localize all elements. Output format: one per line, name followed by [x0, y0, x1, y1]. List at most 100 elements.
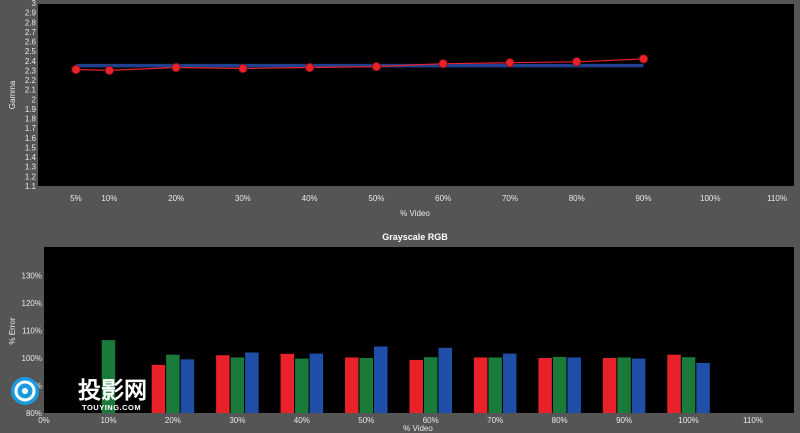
gamma-x-tick-label: 70%: [502, 194, 518, 203]
gamma-point: [104, 65, 114, 76]
gamma-point: [71, 64, 81, 75]
rgb-y-axis-label: % Error: [8, 317, 17, 344]
rgb-bar: [245, 352, 259, 413]
rgb-bar: [423, 357, 438, 413]
gamma-x-tick-label: 80%: [569, 194, 585, 203]
watermark-subtitle: TOUYING.COM: [82, 403, 141, 412]
gamma-y-tick-label: 1.4: [25, 153, 37, 162]
rgb-bars: [101, 340, 710, 413]
gamma-point: [371, 61, 382, 72]
rgb-x-tick-label: 70%: [487, 416, 503, 425]
gamma-point: [638, 54, 649, 64]
gamma-point: [171, 62, 181, 73]
rgb-chart: Grayscale RGB 80% 90% 100% 110% 120% 130% 0% 1…: [8, 232, 794, 433]
rgb-x-tick-label: 80%: [552, 416, 568, 425]
rgb-x-ticks: 0% 10% 20% 30% 40% 50% 60% 70% 80% 90% 100% 110%: [38, 416, 763, 425]
rgb-y-tick-label: 120%: [22, 299, 42, 308]
rgb-bar: [552, 356, 567, 413]
gamma-point: [305, 62, 315, 73]
rgb-x-tick-label: 100%: [678, 416, 698, 425]
rgb-bar: [438, 347, 452, 413]
rgb-bar: [538, 358, 552, 413]
gamma-point: [572, 57, 582, 67]
gamma-y-tick-label: 2.5: [25, 47, 37, 56]
rgb-bar: [681, 357, 696, 413]
rgb-x-tick-label: 20%: [165, 416, 181, 425]
gamma-x-tick-label: 110%: [767, 194, 787, 203]
gamma-y-tick-label: 3: [32, 0, 37, 8]
rgb-x-tick-label: 110%: [743, 416, 763, 425]
gamma-point: [438, 59, 448, 69]
gamma-y-tick-label: 1.6: [25, 134, 37, 143]
rgb-bar: [502, 353, 517, 413]
rgb-bar: [345, 357, 359, 413]
lens-ring-icon: [14, 380, 36, 402]
rgb-bar: [151, 364, 166, 413]
gamma-y-axis-label: Gamma: [8, 80, 17, 109]
rgb-bar: [617, 357, 631, 413]
rgb-bar: [488, 357, 502, 413]
rgb-bar: [101, 340, 116, 413]
rgb-bar: [309, 353, 324, 413]
rgb-y-tick-label: 100%: [22, 354, 42, 363]
watermark-title: 投影网: [78, 378, 147, 404]
rgb-chart-title: Grayscale RGB: [382, 232, 448, 242]
rgb-y-tick-label: 110%: [22, 327, 42, 336]
gamma-x-tick-label: 30%: [235, 194, 251, 203]
gamma-y-tick-label: 2.9: [25, 9, 37, 18]
lens-center-icon: [22, 388, 28, 394]
rgb-bar: [667, 354, 681, 413]
rgb-x-tick-label: 50%: [358, 416, 374, 425]
gamma-series: [71, 54, 649, 76]
gamma-y-tick-label: 2.4: [25, 57, 37, 66]
gamma-y-tick-label: 2.3: [25, 66, 37, 75]
gamma-x-tick-label: 5%: [70, 194, 82, 203]
gamma-measured-line: [75, 58, 644, 72]
gamma-y-tick-label: 1.9: [25, 105, 37, 114]
gamma-y-tick-label: 1.7: [25, 124, 37, 133]
rgb-x-axis-label: % Video: [403, 424, 433, 433]
gamma-point: [238, 63, 248, 74]
rgb-x-tick-label: 10%: [100, 416, 116, 425]
rgb-bar: [280, 353, 295, 413]
rgb-bar: [359, 358, 374, 413]
rgb-x-tick-label: 0%: [38, 416, 50, 425]
gamma-x-tick-label: 50%: [368, 194, 384, 203]
gamma-y-tick-label: 1.3: [25, 163, 37, 172]
gamma-x-tick-label: 10%: [101, 194, 117, 203]
gamma-x-axis-label: % Video: [400, 209, 430, 218]
rgb-bar: [567, 357, 581, 413]
gamma-y-tick-label: 2.6: [25, 38, 37, 47]
gamma-x-ticks: 5% 10% 20% 30% 40% 50% 60% 70% 80% 90% 100% 110%: [70, 194, 787, 203]
gamma-x-tick-label: 90%: [635, 194, 651, 203]
rgb-bar: [295, 358, 309, 413]
rgb-x-tick-label: 60%: [423, 416, 439, 425]
rgb-bar: [216, 355, 230, 413]
gamma-plot-area: [38, 4, 794, 186]
rgb-bar: [473, 357, 488, 413]
rgb-bar: [166, 354, 180, 413]
rgb-bar: [409, 359, 423, 413]
rgb-bar: [180, 359, 195, 413]
gamma-y-tick-label: 2: [32, 95, 37, 104]
gamma-y-tick-label: 1.8: [25, 115, 37, 124]
rgb-x-tick-label: 40%: [294, 416, 310, 425]
gamma-y-ticks: 1.11.21.31.41.51.61.71.81.922.12.22.32.4…: [25, 0, 37, 191]
gamma-y-tick-label: 1.2: [25, 172, 37, 181]
rgb-bar: [602, 358, 617, 413]
rgb-y-tick-label: 130%: [22, 272, 42, 281]
gamma-x-tick-label: 20%: [168, 194, 184, 203]
gamma-x-tick-label: 100%: [700, 194, 720, 203]
gamma-y-tick-label: 1.1: [25, 182, 37, 191]
rgb-bar: [374, 346, 388, 413]
gamma-y-tick-label: 1.5: [25, 143, 37, 152]
gamma-y-tick-label: 2.7: [25, 28, 37, 37]
gamma-y-tick-label: 2.1: [25, 86, 37, 95]
touying-watermark-logo: 投影网 TOUYING.COM: [11, 377, 147, 412]
gamma-y-tick-label: 2.8: [25, 18, 37, 27]
rgb-x-tick-label: 90%: [616, 416, 632, 425]
gamma-point: [505, 58, 515, 68]
gamma-chart: 1.11.21.31.41.51.61.71.81.922.12.22.32.4…: [8, 0, 794, 218]
rgb-bar: [230, 357, 245, 413]
